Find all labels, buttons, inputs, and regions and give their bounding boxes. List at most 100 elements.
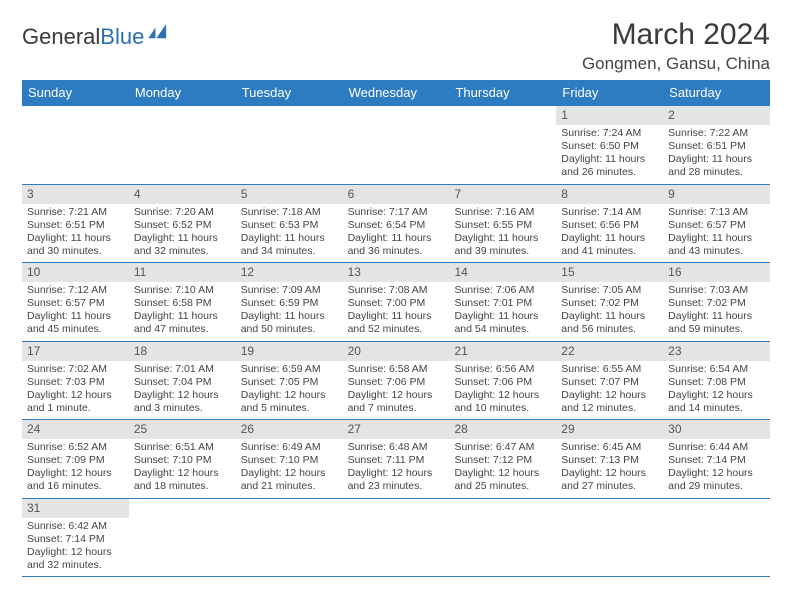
day-number: 3 (22, 185, 129, 204)
daylight-text: Daylight: 11 hours and 39 minutes. (454, 232, 551, 258)
calendar-cell: 13Sunrise: 7:08 AMSunset: 7:00 PMDayligh… (343, 263, 450, 341)
calendar-cell: 2Sunrise: 7:22 AMSunset: 6:51 PMDaylight… (663, 106, 770, 184)
cell-content: Sunrise: 6:59 AMSunset: 7:05 PMDaylight:… (236, 361, 343, 420)
cell-content: Sunrise: 7:14 AMSunset: 6:56 PMDaylight:… (556, 204, 663, 263)
daylight-text: Daylight: 11 hours and 36 minutes. (348, 232, 445, 258)
logo-text-2: Blue (100, 24, 144, 50)
calendar-cell: 12Sunrise: 7:09 AMSunset: 6:59 PMDayligh… (236, 263, 343, 341)
cell-content: Sunrise: 7:13 AMSunset: 6:57 PMDaylight:… (663, 204, 770, 263)
sunset-text: Sunset: 6:51 PM (27, 219, 124, 232)
daylight-text: Daylight: 11 hours and 56 minutes. (561, 310, 658, 336)
daylight-text: Daylight: 12 hours and 25 minutes. (454, 467, 551, 493)
calendar-row: 17Sunrise: 7:02 AMSunset: 7:03 PMDayligh… (22, 342, 770, 421)
weekday-header: Tuesday (236, 80, 343, 106)
sunset-text: Sunset: 7:03 PM (27, 376, 124, 389)
sunrise-text: Sunrise: 6:55 AM (561, 363, 658, 376)
day-number (236, 106, 343, 110)
cell-content: Sunrise: 6:54 AMSunset: 7:08 PMDaylight:… (663, 361, 770, 420)
calendar-cell (236, 106, 343, 184)
calendar-cell (449, 499, 556, 577)
cell-content: Sunrise: 7:10 AMSunset: 6:58 PMDaylight:… (129, 282, 236, 341)
cell-content: Sunrise: 6:42 AMSunset: 7:14 PMDaylight:… (22, 518, 129, 577)
sunset-text: Sunset: 7:12 PM (454, 454, 551, 467)
cell-content: Sunrise: 6:44 AMSunset: 7:14 PMDaylight:… (663, 439, 770, 498)
calendar-cell: 9Sunrise: 7:13 AMSunset: 6:57 PMDaylight… (663, 185, 770, 263)
sunset-text: Sunset: 7:11 PM (348, 454, 445, 467)
cell-content: Sunrise: 6:56 AMSunset: 7:06 PMDaylight:… (449, 361, 556, 420)
daylight-text: Daylight: 11 hours and 30 minutes. (27, 232, 124, 258)
day-number: 31 (22, 499, 129, 518)
calendar-row: 24Sunrise: 6:52 AMSunset: 7:09 PMDayligh… (22, 420, 770, 499)
day-number (343, 499, 450, 503)
sunset-text: Sunset: 6:59 PM (241, 297, 338, 310)
daylight-text: Daylight: 12 hours and 27 minutes. (561, 467, 658, 493)
sunset-text: Sunset: 7:04 PM (134, 376, 231, 389)
day-number: 8 (556, 185, 663, 204)
sunset-text: Sunset: 7:00 PM (348, 297, 445, 310)
header: GeneralBlue March 2024 Gongmen, Gansu, C… (22, 18, 770, 74)
day-number: 11 (129, 263, 236, 282)
cell-content: Sunrise: 7:09 AMSunset: 6:59 PMDaylight:… (236, 282, 343, 341)
weekday-header: Sunday (22, 80, 129, 106)
weekday-header: Monday (129, 80, 236, 106)
calendar-cell (556, 499, 663, 577)
daylight-text: Daylight: 12 hours and 18 minutes. (134, 467, 231, 493)
day-number (129, 499, 236, 503)
sunset-text: Sunset: 7:13 PM (561, 454, 658, 467)
daylight-text: Daylight: 12 hours and 16 minutes. (27, 467, 124, 493)
cell-content: Sunrise: 7:17 AMSunset: 6:54 PMDaylight:… (343, 204, 450, 263)
calendar-cell: 29Sunrise: 6:45 AMSunset: 7:13 PMDayligh… (556, 420, 663, 498)
calendar-cell: 24Sunrise: 6:52 AMSunset: 7:09 PMDayligh… (22, 420, 129, 498)
calendar-cell: 11Sunrise: 7:10 AMSunset: 6:58 PMDayligh… (129, 263, 236, 341)
location: Gongmen, Gansu, China (582, 54, 770, 74)
daylight-text: Daylight: 12 hours and 1 minute. (27, 389, 124, 415)
day-number: 15 (556, 263, 663, 282)
calendar-cell: 7Sunrise: 7:16 AMSunset: 6:55 PMDaylight… (449, 185, 556, 263)
day-number: 25 (129, 420, 236, 439)
daylight-text: Daylight: 12 hours and 14 minutes. (668, 389, 765, 415)
day-number (22, 106, 129, 110)
cell-content: Sunrise: 6:45 AMSunset: 7:13 PMDaylight:… (556, 439, 663, 498)
sunset-text: Sunset: 6:53 PM (241, 219, 338, 232)
daylight-text: Daylight: 12 hours and 32 minutes. (27, 546, 124, 572)
daylight-text: Daylight: 11 hours and 50 minutes. (241, 310, 338, 336)
calendar-cell: 4Sunrise: 7:20 AMSunset: 6:52 PMDaylight… (129, 185, 236, 263)
cell-content: Sunrise: 6:55 AMSunset: 7:07 PMDaylight:… (556, 361, 663, 420)
calendar-cell: 25Sunrise: 6:51 AMSunset: 7:10 PMDayligh… (129, 420, 236, 498)
sunset-text: Sunset: 6:54 PM (348, 219, 445, 232)
logo-text-1: General (22, 24, 100, 50)
sunrise-text: Sunrise: 7:09 AM (241, 284, 338, 297)
calendar-cell: 26Sunrise: 6:49 AMSunset: 7:10 PMDayligh… (236, 420, 343, 498)
sunrise-text: Sunrise: 7:22 AM (668, 127, 765, 140)
weekday-header: Friday (556, 80, 663, 106)
logo-flag-icon (148, 24, 170, 40)
sunrise-text: Sunrise: 7:08 AM (348, 284, 445, 297)
calendar-cell (22, 106, 129, 184)
daylight-text: Daylight: 11 hours and 32 minutes. (134, 232, 231, 258)
day-number: 6 (343, 185, 450, 204)
calendar-cell (343, 106, 450, 184)
daylight-text: Daylight: 11 hours and 43 minutes. (668, 232, 765, 258)
cell-content: Sunrise: 7:24 AMSunset: 6:50 PMDaylight:… (556, 125, 663, 184)
logo: GeneralBlue (22, 24, 170, 50)
day-number: 20 (343, 342, 450, 361)
day-number: 19 (236, 342, 343, 361)
day-number (663, 499, 770, 503)
day-number: 29 (556, 420, 663, 439)
daylight-text: Daylight: 12 hours and 23 minutes. (348, 467, 445, 493)
cell-content: Sunrise: 7:22 AMSunset: 6:51 PMDaylight:… (663, 125, 770, 184)
sunset-text: Sunset: 6:56 PM (561, 219, 658, 232)
calendar-cell: 16Sunrise: 7:03 AMSunset: 7:02 PMDayligh… (663, 263, 770, 341)
calendar-cell: 6Sunrise: 7:17 AMSunset: 6:54 PMDaylight… (343, 185, 450, 263)
day-number: 23 (663, 342, 770, 361)
cell-content: Sunrise: 7:20 AMSunset: 6:52 PMDaylight:… (129, 204, 236, 263)
daylight-text: Daylight: 12 hours and 5 minutes. (241, 389, 338, 415)
weekday-header: Thursday (449, 80, 556, 106)
cell-content: Sunrise: 7:21 AMSunset: 6:51 PMDaylight:… (22, 204, 129, 263)
sunrise-text: Sunrise: 7:18 AM (241, 206, 338, 219)
cell-content: Sunrise: 6:58 AMSunset: 7:06 PMDaylight:… (343, 361, 450, 420)
day-number (343, 106, 450, 110)
calendar-body: 1Sunrise: 7:24 AMSunset: 6:50 PMDaylight… (22, 106, 770, 577)
calendar-cell: 15Sunrise: 7:05 AMSunset: 7:02 PMDayligh… (556, 263, 663, 341)
day-number: 27 (343, 420, 450, 439)
